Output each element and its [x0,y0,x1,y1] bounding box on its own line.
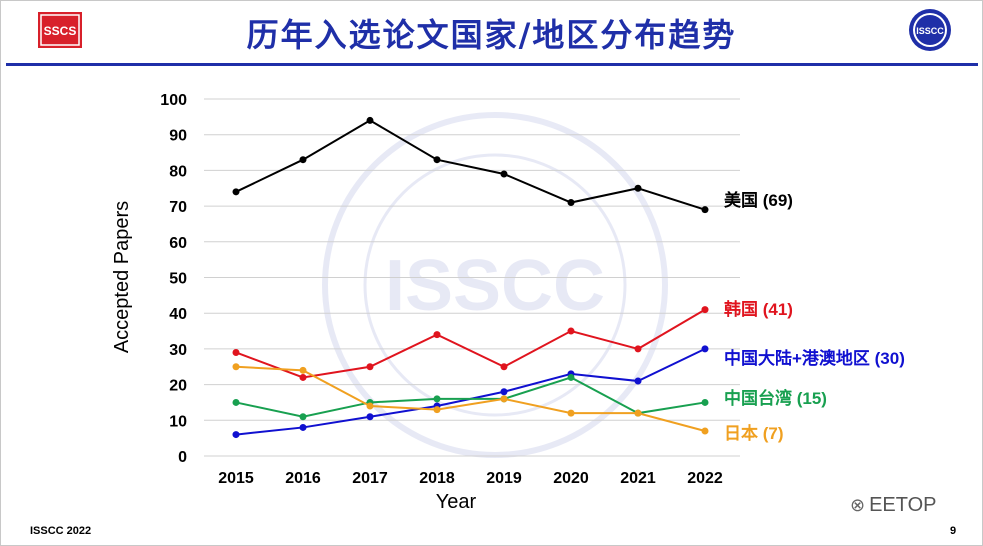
data-point [567,327,575,335]
series [232,116,709,439]
data-point [299,366,307,374]
data-point [299,423,307,431]
data-point [232,348,240,356]
brand-watermark-text: EETOP [869,494,937,516]
series-end-label: 日本 (7) [724,423,784,443]
data-point [567,373,575,381]
data-point [299,413,307,421]
data-point [701,345,709,353]
data-point [701,398,709,406]
data-point [366,402,374,410]
data-point [232,188,240,196]
data-point [232,431,240,439]
y-axis-title: Accepted Papers [111,201,133,353]
series-end-label: 中国台湾 (15) [724,388,827,408]
y-tick-label: 100 [160,92,187,109]
data-point [433,156,441,164]
isscc-logo: ISSCC [909,9,951,51]
x-tick-label: 2021 [620,470,656,487]
data-point [701,206,709,214]
data-point [299,373,307,381]
x-tick-label: 2018 [419,470,455,487]
data-point [567,409,575,417]
series-line [235,119,706,211]
data-point [433,331,441,339]
y-tick-label: 50 [169,271,187,288]
data-point [634,377,642,385]
grid [204,98,740,457]
footer-conference: ISSCC 2022 [30,525,92,537]
y-tick-label: 40 [169,306,187,323]
axes: 0 10 20 30 40 50 60 70 80 90 100 2015 2016 2017 2018 20… [160,92,723,487]
data-point [634,345,642,353]
x-axis-title: Year [436,491,477,513]
y-tick-label: 60 [169,235,187,252]
series-end-label: 韩国 (41) [724,299,793,319]
data-point [366,413,374,421]
isscc-logo-text: ISSCC [916,26,944,36]
y-tick-label: 70 [169,199,187,216]
page-number: 9 [950,525,957,537]
y-tick-label: 30 [169,342,187,359]
data-point [433,395,441,403]
y-tick-label: 20 [169,378,187,395]
watermark-text: ISSCC [385,246,605,326]
x-tick-label: 2022 [687,470,723,487]
sscs-logo: SSCS [38,12,82,48]
x-tick-label: 2015 [218,470,254,487]
data-point [634,184,642,192]
x-tick-label: 2019 [486,470,522,487]
x-tick-label: 2020 [553,470,589,487]
data-point [366,116,374,124]
data-point [299,156,307,164]
series-line [235,365,706,432]
data-point [634,409,642,417]
series-labels: 美国 (69) 韩国 (41) 中国大陆+港澳地区 (30) 中国台湾 (15) 日本 … [724,190,905,443]
data-point [500,388,508,396]
data-point [567,199,575,207]
data-point [433,406,441,414]
series-end-label: 美国 (69) [724,190,793,210]
y-tick-label: 80 [169,163,187,180]
data-point [232,398,240,406]
watermark-seal: ISSCC [322,112,668,458]
x-tick-label: 2017 [352,470,388,487]
data-point [232,363,240,371]
x-tick-label: 2016 [285,470,321,487]
title-underline [6,63,978,66]
data-point [500,363,508,371]
page-title: 历年入选论文国家/地区分布趋势 [246,16,737,54]
data-point [500,395,508,403]
wechat-icon: ⊗ [850,495,866,515]
data-point [366,363,374,371]
series-line [235,347,706,436]
series-end-label: 中国大陆+港澳地区 (30) [724,348,905,368]
data-point [500,170,508,178]
data-point [701,306,709,314]
y-tick-label: 0 [178,449,187,466]
slide-header: SSCS 历年入选论文国家/地区分布趋势 ISSCC [0,0,983,66]
y-tick-label: 90 [169,128,187,145]
series-line [235,376,706,418]
brand-watermark: ⊗ EETOP [850,494,937,517]
sscs-logo-text: SSCS [44,24,77,38]
y-tick-label: 10 [169,413,187,430]
data-point [701,427,709,435]
